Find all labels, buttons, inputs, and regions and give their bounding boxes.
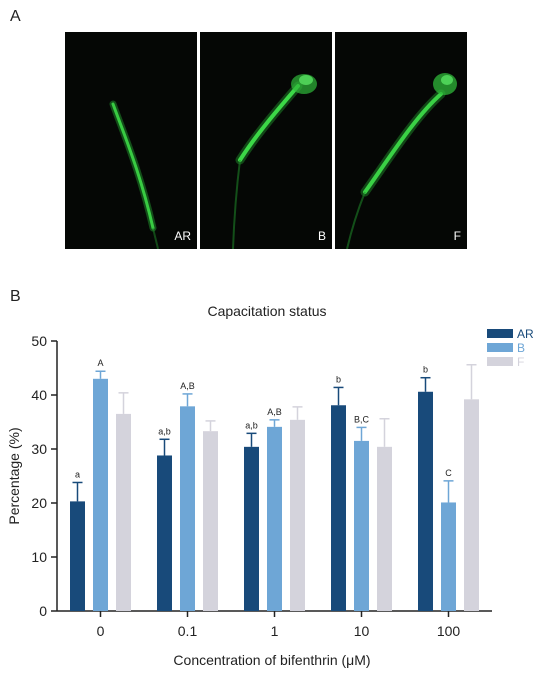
y-tick-label: 10 <box>31 549 47 565</box>
bar-f <box>464 399 479 611</box>
x-axis-label: Concentration of bifenthrin (μM) <box>173 652 370 668</box>
bar-ar <box>244 446 259 611</box>
significance-label: A,B <box>267 407 282 417</box>
sperm-image-f <box>346 73 457 249</box>
significance-label: b <box>336 374 341 384</box>
chart-title: Capacitation status <box>207 303 326 319</box>
significance-label: b <box>423 365 428 375</box>
bar-b <box>93 378 108 611</box>
bar-f <box>377 446 392 611</box>
bar-b <box>354 440 369 611</box>
micrograph-label-ar: AR <box>174 229 191 243</box>
y-tick-label: 40 <box>31 387 47 403</box>
micrograph-label-b: B <box>317 229 326 243</box>
y-tick-label: 20 <box>31 495 47 511</box>
bar-f <box>116 413 131 611</box>
bar-ar <box>418 391 433 611</box>
x-tick-label: 100 <box>437 623 461 639</box>
panel-label-b: B <box>10 288 21 305</box>
y-axis-label: Percentage (%) <box>6 427 22 524</box>
significance-label: a,b <box>245 420 258 430</box>
legend-label-ar: AR <box>517 327 534 341</box>
legend-swatch-ar <box>487 329 513 338</box>
capacitation-bar-chart: Capacitation status 0 10 20 30 40 50 0 a A 0.1 a,b… <box>6 303 534 668</box>
legend-label-b: B <box>517 341 525 355</box>
significance-label: C <box>445 468 452 478</box>
micrograph-bound: B <box>200 32 332 249</box>
x-tick-label: 0.1 <box>178 623 198 639</box>
micrograph-label-f: F <box>453 229 461 243</box>
x-tick-label: 1 <box>271 623 279 639</box>
bar-b <box>441 502 456 611</box>
bar-b <box>180 406 195 611</box>
bar-ar <box>70 501 85 611</box>
legend-label-f: F <box>517 355 524 369</box>
plot-area: 0 10 20 30 40 50 0 a A 0.1 a,b A,B 1 a,b A,B 10 b B,C 100 b… <box>31 333 492 639</box>
bar-b <box>267 426 282 611</box>
y-tick-label: 50 <box>31 333 47 349</box>
x-tick-label: 10 <box>354 623 370 639</box>
significance-label: A <box>97 358 103 368</box>
y-tick-label: 30 <box>31 441 47 457</box>
sperm-image-ar <box>109 100 159 249</box>
significance-label: B,C <box>354 414 370 424</box>
bar-f <box>203 431 218 611</box>
x-tick-label: 0 <box>97 623 105 639</box>
bar-f <box>290 419 305 611</box>
significance-label: A,B <box>180 381 195 391</box>
bar-ar <box>157 455 172 611</box>
bar-ar <box>331 405 346 611</box>
sperm-image-b <box>232 74 317 249</box>
micrograph-acrosome-reacted: AR <box>65 32 197 249</box>
micrograph-free: F <box>335 32 467 249</box>
y-tick-label: 0 <box>39 603 47 619</box>
legend-swatch-b <box>487 343 513 352</box>
legend-swatch-f <box>487 357 513 366</box>
significance-label: a <box>75 469 80 479</box>
panel-label-a: A <box>10 8 21 25</box>
significance-label: a,b <box>158 426 171 436</box>
